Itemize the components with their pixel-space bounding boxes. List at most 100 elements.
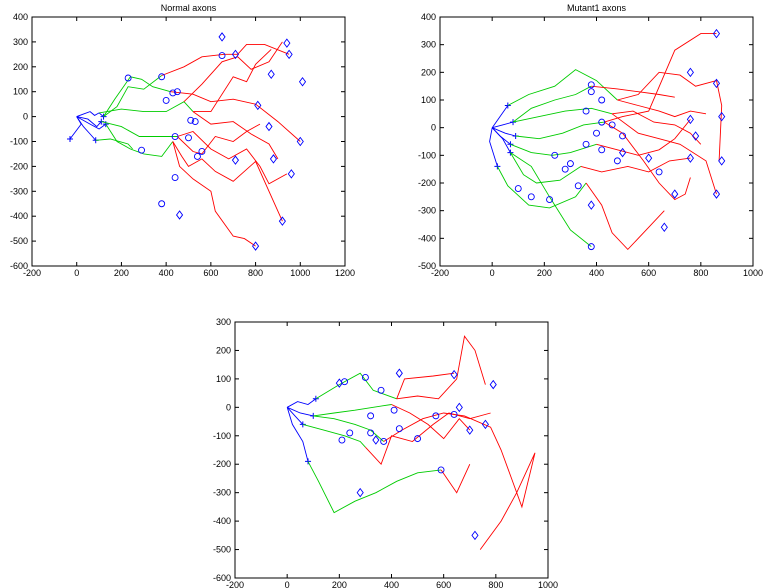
diamond-marker — [231, 155, 240, 165]
y-tick-label: -500 — [418, 261, 436, 271]
plus-marker — [305, 458, 312, 465]
y-tick-label: -300 — [418, 206, 436, 216]
green-trajectory — [507, 69, 618, 106]
green-trajectory — [510, 152, 582, 184]
plot-area — [67, 32, 307, 251]
circle-marker — [171, 174, 179, 182]
diamond-marker — [718, 156, 726, 166]
x-tick-label: 400 — [589, 268, 604, 278]
green-trajectory — [105, 123, 174, 157]
y-tick-label: 300 — [216, 317, 231, 327]
plus-marker — [504, 102, 511, 109]
red-trajectory — [580, 157, 691, 173]
circle-marker — [598, 118, 606, 126]
green-trajectory — [512, 107, 613, 123]
circle-marker — [582, 140, 590, 148]
diamond-marker — [692, 131, 700, 141]
diamond-marker — [218, 32, 226, 42]
circle-marker — [514, 185, 522, 192]
y-tick-label: -200 — [418, 178, 436, 188]
y-tick-label: -400 — [213, 516, 231, 526]
y-tick-label: 400 — [421, 12, 436, 22]
red-trajectory — [396, 335, 486, 400]
diamond-marker — [175, 210, 184, 220]
circle-marker — [551, 151, 559, 159]
x-tick-label: 400 — [159, 268, 174, 278]
blue-trajectory — [491, 127, 511, 153]
diamond-marker — [587, 200, 595, 210]
y-tick-label: 400 — [13, 12, 28, 22]
diamond-marker — [466, 425, 474, 435]
circle-marker — [173, 88, 181, 96]
blue-trajectory — [76, 116, 102, 128]
circle-marker — [527, 193, 535, 201]
diamond-marker — [671, 189, 679, 199]
diamond-marker — [619, 147, 627, 158]
diamond-marker — [686, 153, 694, 163]
circle-marker — [432, 412, 440, 420]
green-trajectory — [103, 76, 171, 117]
y-tick-label: -300 — [213, 488, 231, 498]
diamond-marker — [335, 378, 343, 388]
x-tick-label: -200 — [226, 580, 244, 588]
red-trajectory — [172, 141, 283, 222]
circle-marker — [566, 160, 574, 168]
diamond-marker — [356, 487, 364, 498]
x-tick-label: -200 — [23, 268, 41, 278]
circle-marker — [138, 146, 146, 154]
circle-marker — [395, 425, 403, 433]
diamond-marker — [489, 379, 497, 390]
y-tick-label: 0 — [431, 123, 436, 133]
circle-marker — [377, 386, 385, 394]
circle-marker — [171, 133, 179, 140]
green-trajectory — [313, 404, 392, 417]
y-tick-label: -100 — [418, 150, 436, 160]
x-tick-label: 0 — [285, 580, 290, 588]
y-tick-label: -500 — [10, 236, 28, 246]
x-tick-label: 0 — [490, 268, 495, 278]
red-trajectory — [365, 412, 491, 466]
y-tick-label: -600 — [213, 573, 231, 583]
y-tick-label: -200 — [10, 161, 28, 171]
red-trajectory — [391, 404, 471, 440]
plot-area — [286, 335, 536, 550]
circle-marker — [367, 429, 375, 437]
red-trajectory — [192, 111, 279, 160]
red-trajectory — [591, 85, 675, 98]
red-trajectory — [161, 43, 290, 76]
y-tick-label: -100 — [213, 431, 231, 441]
green-trajectory — [313, 415, 384, 442]
plus-marker — [312, 395, 319, 402]
circle-marker — [346, 429, 354, 437]
x-tick-label: 600 — [203, 268, 218, 278]
red-trajectory — [183, 41, 283, 103]
circle-marker — [582, 107, 590, 115]
circle-marker — [158, 73, 166, 81]
blue-trajectory — [76, 116, 97, 141]
diamond-marker — [645, 153, 653, 163]
green-trajectory — [101, 121, 178, 137]
green-trajectory — [497, 166, 587, 209]
y-tick-label: -300 — [10, 186, 28, 196]
blue-trajectory — [76, 116, 107, 130]
red-trajectory — [396, 372, 455, 399]
blue-trajectory — [491, 105, 509, 128]
green-trajectory — [515, 121, 605, 140]
green-trajectory — [512, 85, 592, 123]
diamond-marker — [471, 530, 479, 541]
red-trajectory — [172, 141, 256, 247]
y-tick-label: -100 — [10, 137, 28, 147]
diamond-marker — [660, 222, 668, 233]
y-tick-label: -400 — [10, 211, 28, 221]
red-trajectory — [193, 49, 272, 113]
diamond-marker — [455, 402, 463, 413]
circle-marker — [338, 436, 346, 444]
blue-trajectory — [287, 406, 314, 417]
circle-marker — [655, 168, 663, 176]
x-tick-label: 0 — [74, 268, 79, 278]
chart-title: Mutant1 axons — [567, 3, 627, 13]
x-tick-label: 1000 — [743, 268, 763, 278]
y-tick-label: 0 — [226, 402, 231, 412]
red-trajectory — [611, 113, 717, 195]
diamond-marker — [287, 169, 295, 179]
